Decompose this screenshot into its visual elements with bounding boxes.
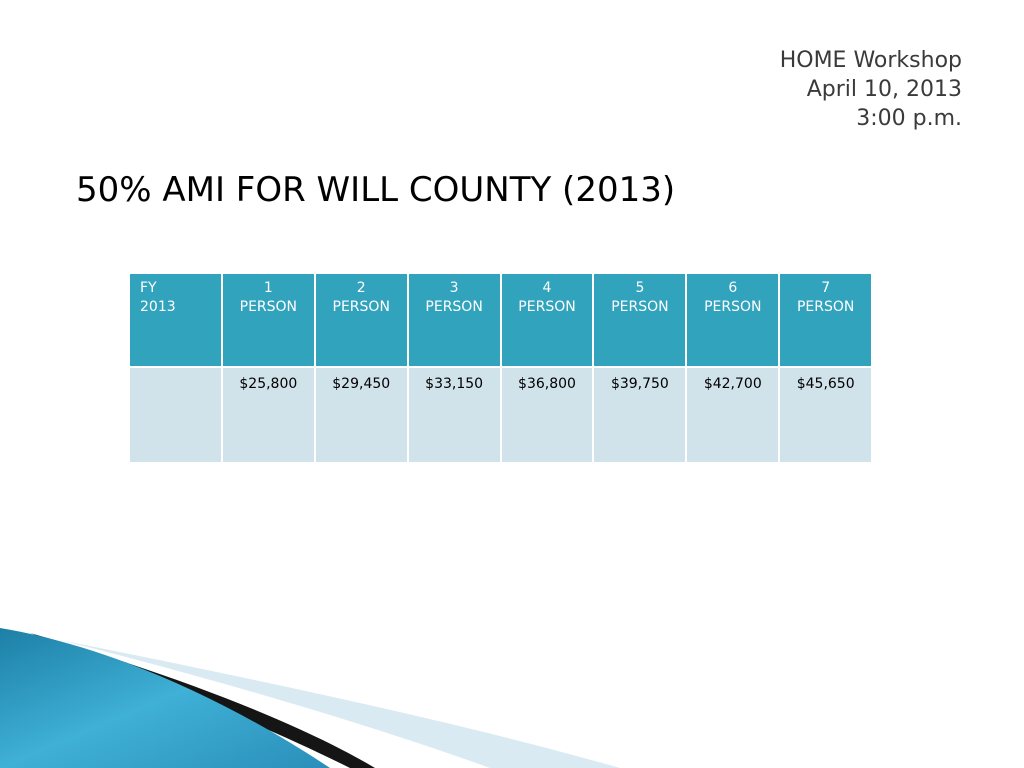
table-cell-4-person: $36,800 bbox=[499, 366, 595, 464]
table-cell-fy bbox=[128, 366, 223, 464]
table-cell-2-person: $29,450 bbox=[313, 366, 409, 464]
swoosh-blue-band bbox=[0, 628, 330, 768]
header-cell-line: PERSON bbox=[518, 299, 576, 315]
workshop-name: HOME Workshop bbox=[779, 48, 962, 73]
header-cell-line: 4 bbox=[542, 280, 552, 296]
ami-table: FY 2013 1 PERSON 2 PERSON 3 PERSON 4 PER… bbox=[128, 272, 874, 464]
swoosh-light-band bbox=[60, 640, 620, 768]
header-cell-line: PERSON bbox=[332, 299, 390, 315]
header-cell-line: 2013 bbox=[140, 299, 176, 315]
workshop-date: April 10, 2013 bbox=[806, 77, 962, 102]
header-cell-line: 2 bbox=[356, 280, 366, 296]
workshop-time: 3:00 p.m. bbox=[856, 106, 962, 131]
header-cell-line: FY bbox=[140, 280, 157, 296]
header-cell-line: PERSON bbox=[796, 299, 855, 315]
table-cell-1-person: $25,800 bbox=[220, 366, 316, 464]
decorative-swoosh bbox=[0, 628, 620, 768]
header-cell-line: 3 bbox=[449, 280, 459, 296]
table-row: $25,800 $29,450 $33,150 $36,800 $39,750 … bbox=[128, 366, 874, 464]
table-cell-5-person: $39,750 bbox=[592, 366, 688, 464]
header-cell-4-person: 4 PERSON bbox=[499, 272, 595, 368]
header-cell-2-person: 2 PERSON bbox=[313, 272, 409, 368]
table-cell-3-person: $33,150 bbox=[406, 366, 502, 464]
header-cell-6-person: 6 PERSON bbox=[685, 272, 781, 368]
header-cell-3-person: 3 PERSON bbox=[406, 272, 502, 368]
header-cell-7-person: 7 PERSON bbox=[778, 272, 874, 368]
header-cell-line: PERSON bbox=[704, 299, 762, 315]
table-cell-6-person: $42,700 bbox=[685, 366, 781, 464]
header-cell-line: 1 bbox=[263, 280, 273, 296]
header-cell-line: PERSON bbox=[611, 299, 669, 315]
workshop-header: HOME Workshop April 10, 2013 3:00 p.m. bbox=[780, 46, 962, 133]
header-cell-line: PERSON bbox=[239, 299, 298, 315]
header-cell-line: PERSON bbox=[425, 299, 483, 315]
header-cell-line: 5 bbox=[635, 280, 645, 296]
header-cell-line: 6 bbox=[728, 280, 738, 296]
header-cell-fy: FY 2013 bbox=[128, 272, 223, 368]
header-cell-line: 7 bbox=[821, 280, 831, 296]
table-cell-7-person: $45,650 bbox=[778, 366, 874, 464]
slide-title: 50% AMI FOR WILL COUNTY (2013) bbox=[76, 170, 676, 210]
table-header-row: FY 2013 1 PERSON 2 PERSON 3 PERSON 4 PER… bbox=[128, 272, 874, 368]
header-cell-5-person: 5 PERSON bbox=[592, 272, 688, 368]
header-cell-1-person: 1 PERSON bbox=[220, 272, 316, 368]
